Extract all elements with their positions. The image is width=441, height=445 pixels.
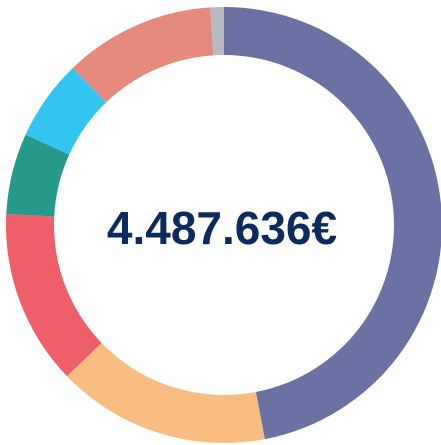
donut-segment xyxy=(210,7,224,56)
donut-segment xyxy=(25,67,107,155)
donut xyxy=(5,7,441,443)
donut-segment xyxy=(224,7,441,440)
donut-segment xyxy=(72,7,214,103)
center-label: 4.487.636€ xyxy=(107,202,337,254)
donut-segment xyxy=(66,342,265,443)
donut-segment xyxy=(5,214,102,377)
donut-segment xyxy=(6,134,70,217)
